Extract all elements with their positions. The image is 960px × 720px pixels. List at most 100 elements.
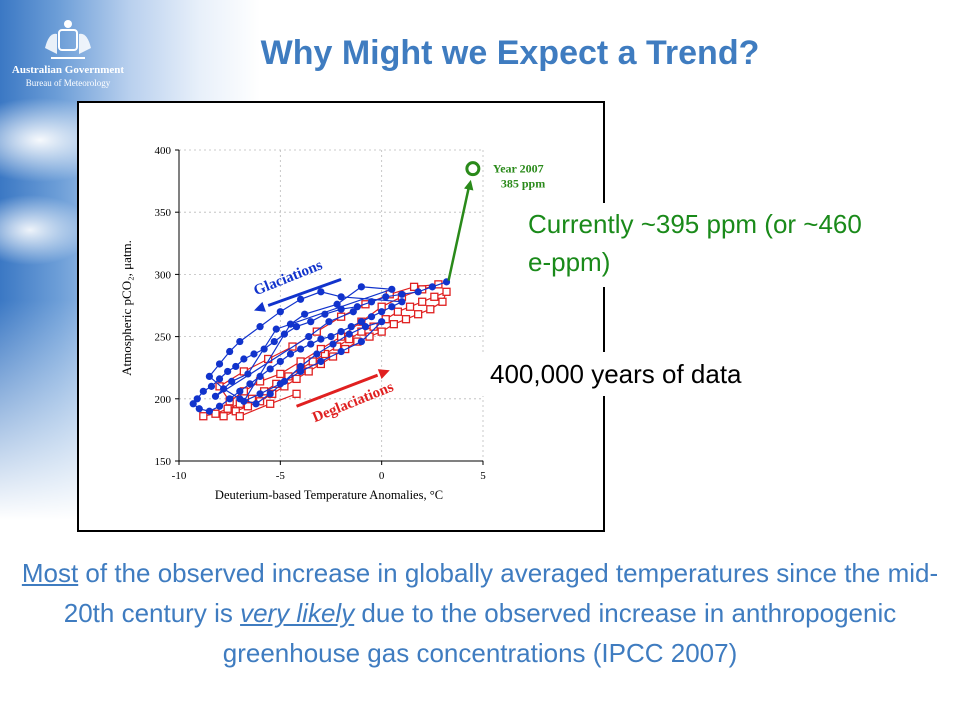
department-name: Bureau of Meteorology [25, 78, 111, 88]
glaciation-point [333, 300, 341, 308]
government-logo: Australian Government Bureau of Meteorol… [8, 18, 128, 98]
deglaciation-point [409, 282, 419, 291]
glaciation-point [317, 335, 325, 343]
deglaciation-point [199, 412, 208, 421]
glaciation-arrow [267, 277, 342, 307]
glaciation-point [337, 293, 345, 301]
glaciation-point [388, 285, 396, 293]
statement-most: Most [21, 558, 79, 588]
glaciation-point [388, 303, 396, 311]
glaciation-point [195, 405, 203, 413]
glaciation-point [228, 377, 236, 385]
x-tick-label: 5 [480, 470, 486, 482]
y-axis-label: Atmospheric pCO₂, μatm. [119, 240, 134, 376]
statement-end: due to the observed increase in anthropo… [222, 598, 897, 668]
y-tick-labels: 400 350 300 250 200 150 [155, 145, 172, 468]
glaciation-point [337, 305, 345, 313]
glaciation-point [199, 387, 207, 395]
glaciation-point [428, 283, 436, 291]
deglaciation-point [377, 327, 386, 336]
deglaciation-point [401, 315, 411, 324]
glaciation-point [244, 370, 252, 378]
deglaciation-point [292, 374, 301, 384]
glaciation-point [297, 362, 305, 371]
page-title: Why Might we Expect a Trend? [260, 34, 760, 72]
glaciation-point [317, 288, 325, 296]
deglaciation-point [405, 302, 415, 311]
deglaciation-point [276, 369, 285, 379]
glaciation-point [357, 337, 365, 346]
glaciation-point [276, 357, 284, 366]
co2-temperature-chart: 400 350 300 250 200 150 -10 -5 0 5 Deuterium-bas… [77, 101, 605, 532]
years-of-data-callout: 400,000 years of data [480, 352, 840, 396]
glaciation-point [236, 387, 244, 395]
y-tick-label: 250 [155, 332, 172, 344]
deglaciation-point [243, 402, 253, 411]
deglaciation-point [418, 297, 427, 306]
current-co2-point [465, 161, 481, 177]
glaciation-point [313, 350, 321, 358]
glaciation-point [226, 347, 234, 356]
glaciation-point [240, 355, 248, 363]
glaciation-point [246, 380, 254, 388]
glaciation-point [224, 367, 232, 376]
glaciation-point [361, 323, 370, 331]
glaciation-point [272, 325, 280, 333]
glaciation-point [286, 350, 295, 358]
series-degl-line [203, 283, 448, 418]
glaciation-point [307, 340, 315, 348]
glaciation-point [357, 283, 365, 291]
glaciation-point [236, 337, 244, 346]
glaciation-point [349, 308, 357, 316]
glaciation-point [270, 337, 278, 346]
deglaciation-point [389, 320, 398, 329]
glaciation-point [378, 308, 386, 316]
deglaciation-arrow [296, 373, 379, 408]
y-tick-label: 400 [155, 145, 172, 157]
385-ppm-label: 385 ppm [501, 177, 545, 191]
glaciation-point [353, 303, 361, 311]
y-tick-label: 350 [155, 207, 172, 219]
glaciation-point [219, 385, 228, 393]
glaciation-point [215, 375, 224, 383]
current-arrowhead [464, 179, 474, 191]
glaciation-point [337, 328, 345, 336]
glaciation-point [327, 333, 335, 341]
glaciation-point [276, 380, 284, 388]
glaciation-point [215, 360, 224, 368]
glaciation-series [189, 278, 451, 415]
coat-of-arms-icon [45, 20, 91, 59]
statement-very-likely: very likely [240, 598, 355, 628]
glaciation-point [207, 382, 216, 390]
glaciation-point [347, 323, 355, 331]
deglaciation-point [426, 305, 435, 314]
deglaciation-point [266, 399, 275, 408]
glaciation-point [250, 350, 258, 358]
glaciation-point [345, 330, 353, 338]
glaciation-arrowhead [253, 301, 266, 312]
glaciation-point [382, 293, 390, 301]
glaciation-point [240, 397, 248, 405]
deglaciation-point [219, 412, 228, 421]
deglaciation-point [438, 297, 447, 306]
glaciation-point [325, 318, 333, 326]
government-name: Australian Government [11, 64, 125, 76]
x-axis-label: Deuterium-based Temperature Anomalies, °… [215, 488, 443, 502]
deglaciation-point [312, 327, 321, 336]
x-tick-label: 0 [379, 470, 385, 482]
glaciation-point [329, 340, 337, 348]
glaciation-point [211, 392, 220, 400]
deglaciation-label: Deglaciations [310, 379, 396, 426]
glaciation-point [266, 390, 274, 398]
deglaciation-point [211, 409, 220, 418]
x-tick-label: -10 [172, 470, 187, 482]
glaciation-label: Glaciations [252, 257, 325, 299]
deglaciation-point [292, 389, 301, 398]
glaciation-point [205, 407, 213, 415]
glaciation-point [357, 318, 365, 326]
glaciation-point [286, 320, 295, 328]
glaciation-point [193, 395, 201, 403]
glaciation-point [280, 330, 288, 338]
deglaciation-point [430, 292, 439, 301]
deglaciation-point [393, 307, 403, 316]
